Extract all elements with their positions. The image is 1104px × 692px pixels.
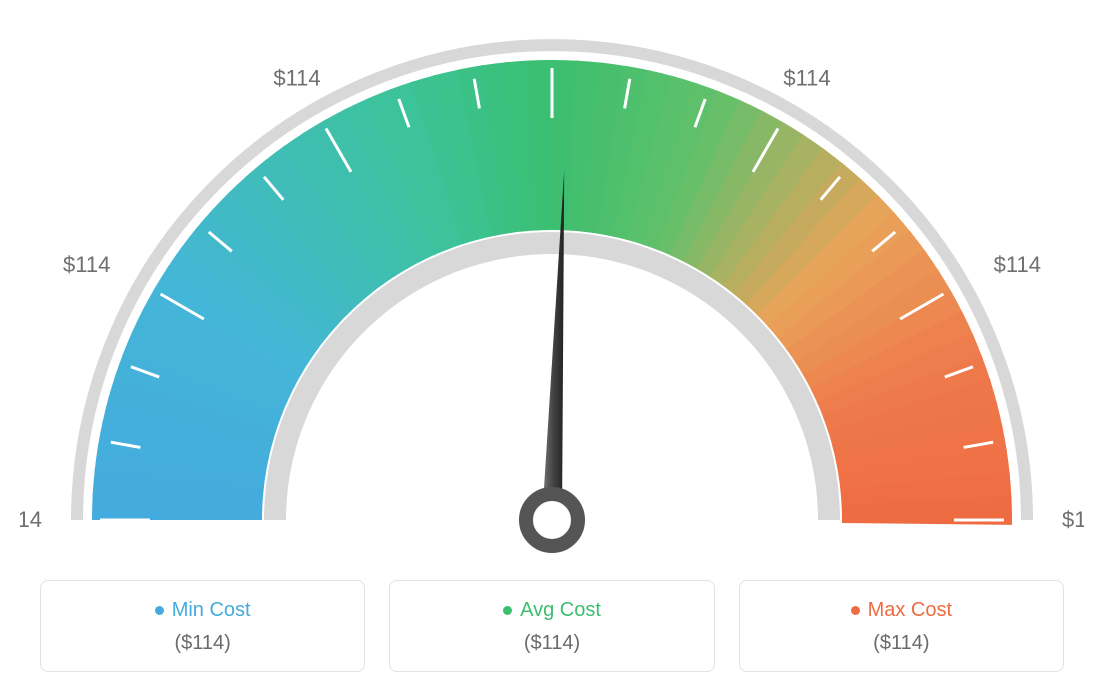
legend-title-text: Max Cost (868, 599, 952, 622)
tick-label: $114 (994, 252, 1041, 277)
tick-label: $114 (63, 252, 110, 277)
tick-label: $114 (1062, 507, 1084, 532)
legend-row: Min Cost ($114) Avg Cost ($114) Max Cost ($11… (20, 580, 1084, 672)
legend-card: Min Cost ($114) (40, 580, 365, 672)
tick-label: $114 (528, 20, 575, 22)
legend-title: Min Cost (155, 599, 251, 622)
legend-value: ($114) (750, 632, 1053, 655)
legend-value: ($114) (400, 632, 703, 655)
gauge-chart: $114 $114 $114 $114 $114 $114 $114 (20, 20, 1084, 560)
legend-dot (851, 606, 860, 615)
legend-title-text: Min Cost (172, 599, 251, 622)
gauge-svg: $114 $114 $114 $114 $114 $114 $114 (20, 20, 1084, 560)
legend-dot (503, 606, 512, 615)
legend-title-text: Avg Cost (520, 599, 601, 622)
legend-value: ($114) (51, 632, 354, 655)
tick-label: $114 (273, 65, 320, 90)
legend-card: Avg Cost ($114) (389, 580, 714, 672)
tick-label: $114 (20, 507, 42, 532)
tick-label: $114 (783, 65, 830, 90)
legend-card: Max Cost ($114) (739, 580, 1064, 672)
legend-title: Avg Cost (503, 599, 601, 622)
legend-title: Max Cost (851, 599, 952, 622)
legend-dot (155, 606, 164, 615)
